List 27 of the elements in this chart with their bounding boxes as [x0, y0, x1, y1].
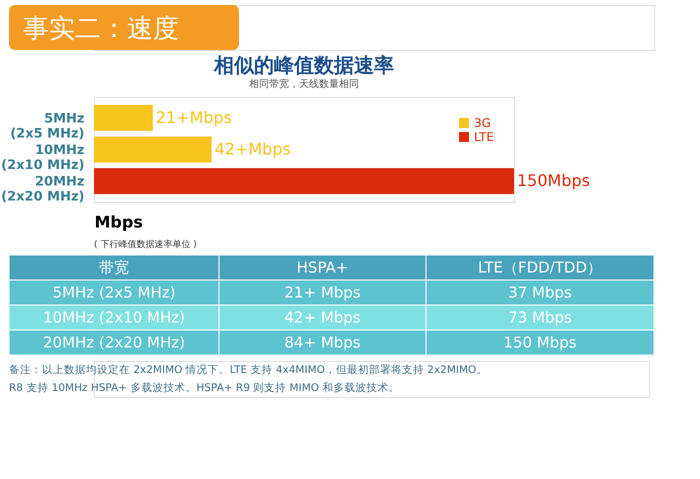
chart-title: 相似的峰值数据速率 — [213, 53, 394, 77]
text: 21+ Mbps — [284, 284, 361, 302]
text: 37 Mbps — [508, 284, 572, 302]
y-tick-label: 5MHz (2x5 MHz) — [10, 111, 84, 142]
text: 84+ Mbps — [284, 334, 361, 352]
text: HSPA+ — [296, 258, 348, 276]
text: 42+ Mbps — [284, 308, 361, 326]
legend-label: LTE — [474, 130, 494, 144]
text: 20MHz (2x20 MHz) — [42, 334, 186, 352]
text: 带宽 — [99, 258, 129, 276]
text: 5MHz (2x5 MHz) — [52, 284, 176, 302]
legend-label: 3G — [474, 116, 491, 130]
text: 10MHz (2x10 MHz) — [42, 308, 186, 326]
chart-subtitle: 相同带宽，天线数量相同 — [249, 78, 359, 90]
x-axis-title: Mbps — [94, 212, 143, 232]
text: R8 支持 10MHz HSPA+ 多载波技术。HSPA+ R9 则支持 MIMO 和多载波技术。 — [9, 381, 400, 394]
text: 事实二：速度 — [23, 14, 179, 44]
text: 73 Mbps — [508, 308, 572, 326]
y-tick-label: 10MHz (2x10 MHz) — [1, 143, 84, 173]
data-label: 21+Mbps — [156, 108, 232, 127]
data-label: 42+Mbps — [214, 140, 291, 158]
y-tick-label: 20MHz (2x20 MHz) — [1, 174, 84, 205]
text: ( 下行峰值数据速率单位 ) — [94, 239, 197, 250]
data-label: 150Mbps — [517, 171, 590, 190]
text: 150 Mbps — [503, 334, 577, 352]
text: LTE（FDD/TDD） — [478, 258, 602, 276]
text: 备注：以上数据均设定在 2x2MIMO 情况下。LTE 支持 4x4MIMO，但最初部署将支持 2x2MIMO。 — [9, 363, 488, 376]
